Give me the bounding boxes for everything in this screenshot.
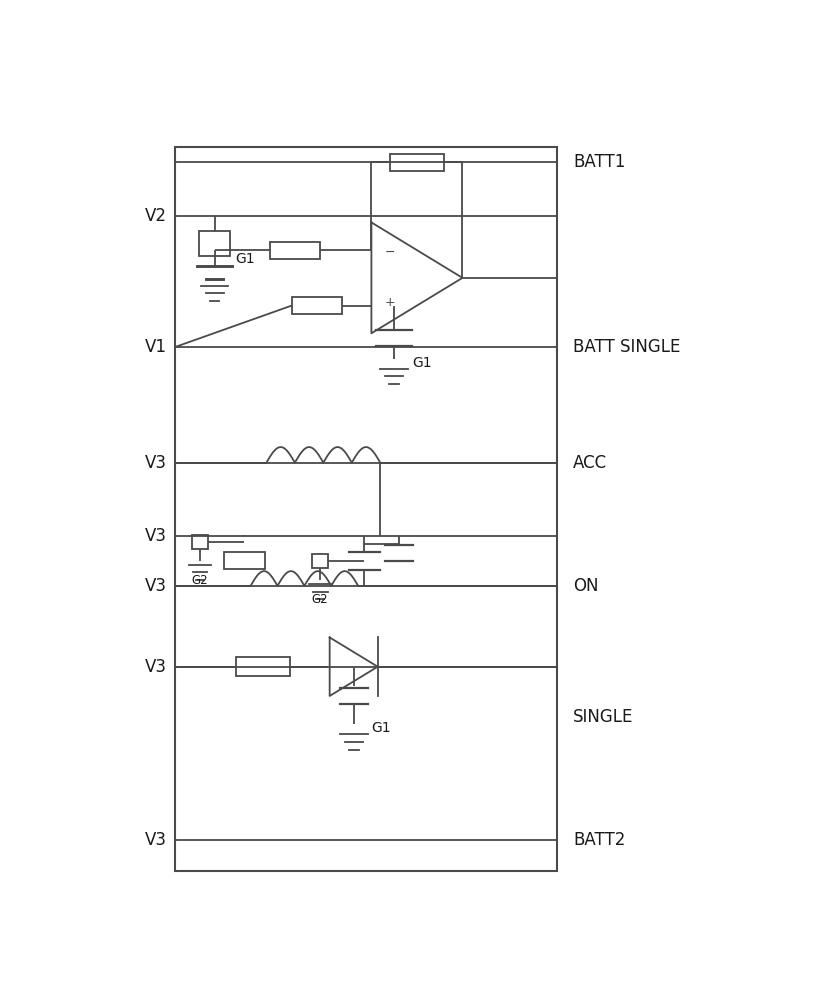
Bar — [292, 297, 343, 314]
Text: V3: V3 — [145, 454, 167, 472]
Text: G2: G2 — [312, 593, 329, 606]
Bar — [237, 657, 290, 676]
Text: BATT1: BATT1 — [573, 153, 626, 171]
Bar — [175, 147, 557, 871]
Text: G1: G1 — [412, 356, 432, 370]
Text: G2: G2 — [192, 574, 208, 587]
Text: SINGLE: SINGLE — [573, 708, 633, 726]
Text: G1: G1 — [371, 721, 391, 735]
Bar — [390, 154, 444, 171]
Bar — [269, 242, 320, 259]
Text: −: − — [384, 246, 395, 259]
Bar — [199, 231, 230, 256]
Text: BATT2: BATT2 — [573, 831, 626, 849]
Text: BATT SINGLE: BATT SINGLE — [573, 338, 681, 356]
Text: V3: V3 — [145, 527, 167, 545]
Text: V3: V3 — [145, 577, 167, 595]
Text: V3: V3 — [145, 658, 167, 676]
Text: V2: V2 — [145, 207, 167, 225]
Text: V1: V1 — [145, 338, 167, 356]
Bar — [192, 535, 208, 549]
Text: V3: V3 — [145, 831, 167, 849]
Bar — [224, 552, 265, 569]
Text: ACC: ACC — [573, 454, 607, 472]
Text: ON: ON — [573, 577, 599, 595]
Text: G1: G1 — [235, 252, 255, 266]
Text: +: + — [384, 296, 395, 309]
Bar — [313, 554, 328, 568]
